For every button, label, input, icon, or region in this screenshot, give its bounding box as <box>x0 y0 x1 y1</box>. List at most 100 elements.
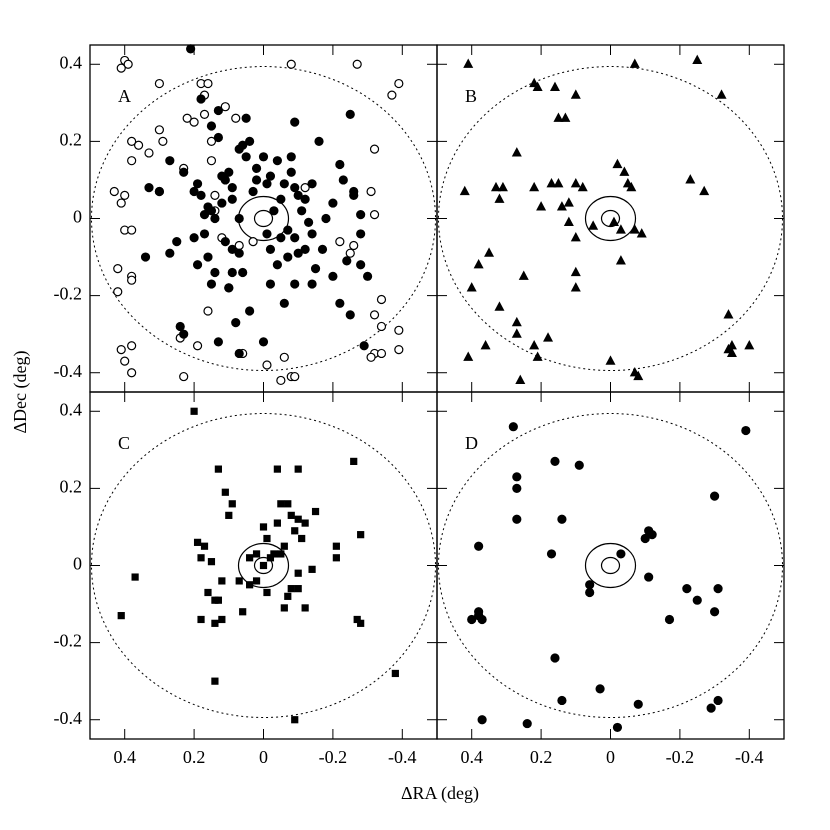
panel-label: A <box>118 86 131 106</box>
point <box>363 271 373 281</box>
point <box>376 321 387 332</box>
point <box>258 337 269 347</box>
point <box>608 216 619 226</box>
point <box>252 550 261 558</box>
y-tick-label: -0.2 <box>54 284 83 304</box>
point <box>387 90 397 100</box>
point <box>508 422 518 432</box>
point <box>511 316 522 327</box>
point <box>165 156 175 166</box>
point <box>629 58 640 68</box>
point <box>345 109 355 120</box>
point <box>272 260 282 270</box>
point <box>394 78 404 89</box>
point <box>335 237 345 247</box>
point <box>293 190 303 200</box>
point <box>494 193 505 203</box>
point <box>560 112 571 122</box>
point <box>283 252 293 262</box>
point <box>474 541 484 551</box>
contour-inner <box>253 209 274 228</box>
point <box>231 113 241 123</box>
point <box>224 283 234 293</box>
point <box>585 587 595 598</box>
point <box>664 614 675 625</box>
point <box>211 677 219 685</box>
point <box>615 255 626 265</box>
point <box>328 198 338 208</box>
point <box>262 229 272 239</box>
point <box>699 185 710 196</box>
point <box>203 78 213 89</box>
point <box>234 348 244 359</box>
x-tick-label: 0.2 <box>183 747 206 767</box>
point <box>553 178 564 188</box>
point <box>273 465 281 473</box>
point <box>225 511 233 519</box>
point <box>131 573 139 581</box>
point <box>213 337 223 347</box>
point <box>557 514 567 524</box>
point <box>192 179 203 189</box>
point <box>349 240 359 251</box>
point <box>189 233 199 243</box>
point <box>165 248 175 258</box>
point <box>251 175 262 185</box>
point <box>480 339 491 350</box>
point <box>549 81 560 92</box>
point <box>342 256 352 266</box>
point <box>227 194 237 204</box>
point <box>532 81 543 92</box>
x-axis-label: ΔRA (deg) <box>401 783 479 804</box>
point <box>290 183 300 193</box>
point <box>280 604 288 612</box>
point <box>563 197 574 207</box>
point <box>726 347 737 358</box>
point <box>273 519 281 527</box>
point <box>640 533 650 544</box>
point <box>685 174 696 184</box>
point <box>290 117 300 127</box>
point <box>297 206 307 216</box>
y-tick-label: 0 <box>73 207 82 227</box>
point <box>258 152 269 162</box>
x-tick-label: -0.2 <box>319 747 348 767</box>
point <box>529 339 540 350</box>
point <box>529 181 540 192</box>
point <box>357 619 365 627</box>
point <box>543 332 554 342</box>
point <box>284 592 292 600</box>
point <box>359 341 369 351</box>
point <box>307 229 317 239</box>
point <box>574 460 584 470</box>
point <box>220 102 230 112</box>
point <box>204 588 212 597</box>
point <box>252 577 261 585</box>
point <box>477 715 487 725</box>
point <box>179 329 189 339</box>
point <box>207 558 216 566</box>
point <box>376 294 387 305</box>
point <box>127 368 137 378</box>
point <box>585 580 595 590</box>
point <box>369 144 380 154</box>
point <box>290 371 300 382</box>
point <box>497 181 508 192</box>
point <box>563 216 574 226</box>
point <box>206 206 217 216</box>
point <box>213 105 223 116</box>
point <box>291 716 299 724</box>
point <box>279 298 289 308</box>
point <box>140 252 151 262</box>
point <box>113 287 123 297</box>
point <box>123 59 133 69</box>
point <box>203 252 213 262</box>
point <box>391 669 399 678</box>
x-tick-label: 0.4 <box>460 747 483 767</box>
point <box>706 703 716 713</box>
point <box>175 321 185 332</box>
point <box>515 374 526 385</box>
point <box>298 534 306 543</box>
